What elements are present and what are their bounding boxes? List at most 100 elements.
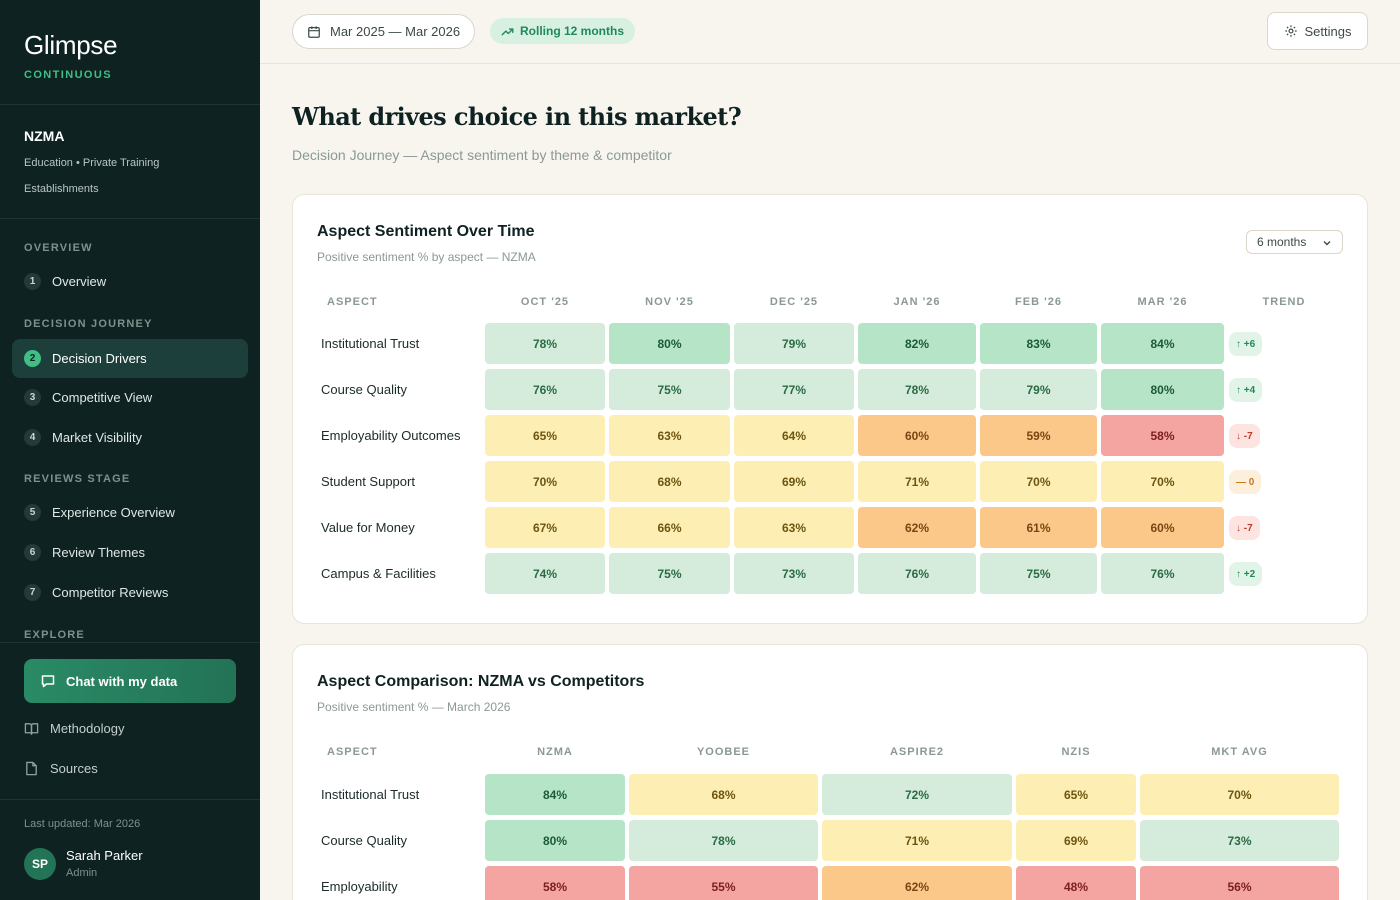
heatmap-cell[interactable]: 69% bbox=[1016, 820, 1136, 861]
heatmap-cell[interactable]: 68% bbox=[629, 774, 818, 815]
nav-section-overview: OVERVIEW bbox=[24, 242, 93, 254]
gear-icon bbox=[1284, 25, 1297, 37]
nav-item-decision-drivers[interactable]: 2 Decision Drivers bbox=[12, 339, 248, 378]
column-header: MAR '26 bbox=[1137, 296, 1188, 308]
period-select-value: 6 months bbox=[1257, 235, 1307, 249]
heatmap-cell[interactable]: 60% bbox=[858, 415, 976, 456]
trend-badge: ↓ -7 bbox=[1229, 424, 1260, 448]
column-header: ASPECT bbox=[327, 746, 378, 758]
chat-with-data-button[interactable]: Chat with my data bbox=[24, 659, 236, 703]
heatmap-cell[interactable]: 83% bbox=[980, 323, 1097, 364]
heatmap-cell[interactable]: 84% bbox=[1101, 323, 1224, 364]
period-select[interactable]: 6 months bbox=[1246, 230, 1343, 254]
chat-icon bbox=[41, 675, 55, 688]
heatmap-cell[interactable]: 73% bbox=[734, 553, 854, 594]
column-header: NZIS bbox=[1061, 746, 1091, 758]
card-subtitle: Positive sentiment % — March 2026 bbox=[317, 700, 511, 714]
nav-number: 7 bbox=[24, 584, 41, 601]
heatmap-cell[interactable]: 79% bbox=[734, 323, 854, 364]
date-range-label: Mar 2025 — Mar 2026 bbox=[330, 24, 461, 39]
aspect-label: Employability Outcomes bbox=[321, 428, 461, 443]
heatmap-cell[interactable]: 71% bbox=[822, 820, 1012, 861]
heatmap-cell[interactable]: 63% bbox=[609, 415, 730, 456]
trending-up-icon bbox=[501, 27, 514, 35]
heatmap-cell[interactable]: 58% bbox=[1101, 415, 1224, 456]
divider bbox=[0, 642, 260, 643]
page-subtitle: Decision Journey — Aspect sentiment by t… bbox=[292, 147, 672, 163]
heatmap-cell[interactable]: 58% bbox=[485, 866, 625, 900]
heatmap-cell[interactable]: 80% bbox=[609, 323, 730, 364]
nav-label: Overview bbox=[52, 274, 107, 289]
nav-item-competitive-view[interactable]: 3 Competitive View bbox=[12, 378, 248, 417]
heatmap-cell[interactable]: 56% bbox=[1140, 866, 1339, 900]
heatmap-cell[interactable]: 62% bbox=[858, 507, 976, 548]
heatmap-cell[interactable]: 75% bbox=[609, 553, 730, 594]
heatmap-cell[interactable]: 67% bbox=[485, 507, 605, 548]
heatmap-cell[interactable]: 65% bbox=[1016, 774, 1136, 815]
aspect-label: Employability bbox=[321, 879, 398, 894]
heatmap-cell[interactable]: 73% bbox=[1140, 820, 1339, 861]
heatmap-cell[interactable]: 78% bbox=[629, 820, 818, 861]
nav-number: 4 bbox=[24, 429, 41, 446]
nav-number: 2 bbox=[24, 350, 41, 367]
nav-item-review-themes[interactable]: 6 Review Themes bbox=[12, 533, 248, 572]
heatmap-cell[interactable]: 75% bbox=[609, 369, 730, 410]
heatmap-cell[interactable]: 84% bbox=[485, 774, 625, 815]
heatmap-cell[interactable]: 69% bbox=[734, 461, 854, 502]
nav-label: Review Themes bbox=[52, 545, 145, 560]
chevron-down-icon bbox=[1323, 241, 1331, 246]
brand-logo[interactable]: Glimpse bbox=[24, 30, 118, 60]
rolling-period-badge: Rolling 12 months bbox=[490, 18, 636, 44]
column-header: NZMA bbox=[537, 746, 573, 758]
heatmap-cell[interactable]: 75% bbox=[980, 553, 1097, 594]
aspect-label: Course Quality bbox=[321, 382, 407, 397]
heatmap-cell[interactable]: 48% bbox=[1016, 866, 1136, 900]
heatmap-cell[interactable]: 78% bbox=[485, 323, 605, 364]
heatmap-cell[interactable]: 70% bbox=[485, 461, 605, 502]
heatmap-cell[interactable]: 65% bbox=[485, 415, 605, 456]
nav-item-market-visibility[interactable]: 4 Market Visibility bbox=[12, 418, 248, 457]
column-header: MKT AVG bbox=[1211, 746, 1268, 758]
heatmap-cell[interactable]: 80% bbox=[1101, 369, 1224, 410]
heatmap-cell[interactable]: 76% bbox=[1101, 553, 1224, 594]
heatmap-cell[interactable]: 79% bbox=[980, 369, 1097, 410]
heatmap-cell[interactable]: 74% bbox=[485, 553, 605, 594]
heatmap-cell[interactable]: 71% bbox=[858, 461, 976, 502]
heatmap-cell[interactable]: 80% bbox=[485, 820, 625, 861]
heatmap-cell[interactable]: 60% bbox=[1101, 507, 1224, 548]
nav-item-experience-overview[interactable]: 5 Experience Overview bbox=[12, 493, 248, 532]
heatmap-cell[interactable]: 64% bbox=[734, 415, 854, 456]
heatmap-cell[interactable]: 70% bbox=[1140, 774, 1339, 815]
trend-badge: ↑ +6 bbox=[1229, 332, 1263, 356]
heatmap-cell[interactable]: 59% bbox=[980, 415, 1097, 456]
trend-badge: — 0 bbox=[1229, 470, 1262, 494]
heatmap-cell[interactable]: 82% bbox=[858, 323, 976, 364]
heatmap-cell[interactable]: 68% bbox=[609, 461, 730, 502]
nav-item-overview[interactable]: 1 Overview bbox=[12, 262, 248, 301]
sources-link[interactable]: Sources bbox=[24, 761, 98, 776]
page-title: What drives choice in this market? bbox=[292, 102, 742, 131]
heatmap-cell[interactable]: 78% bbox=[858, 369, 976, 410]
heatmap-cell[interactable]: 63% bbox=[734, 507, 854, 548]
date-range-picker[interactable]: Mar 2025 — Mar 2026 bbox=[292, 14, 476, 49]
heatmap-cell[interactable]: 66% bbox=[609, 507, 730, 548]
heatmap-cell[interactable]: 72% bbox=[822, 774, 1012, 815]
methodology-link[interactable]: Methodology bbox=[24, 721, 124, 736]
avatar[interactable]: SP bbox=[24, 848, 56, 880]
nav-item-competitor-reviews[interactable]: 7 Competitor Reviews bbox=[12, 573, 248, 612]
heatmap-cell[interactable]: 62% bbox=[822, 866, 1012, 900]
column-header: FEB '26 bbox=[1015, 296, 1062, 308]
nav-label: Decision Drivers bbox=[52, 351, 147, 366]
heatmap-cell[interactable]: 61% bbox=[980, 507, 1097, 548]
heatmap-cell[interactable]: 70% bbox=[980, 461, 1097, 502]
chat-button-label: Chat with my data bbox=[66, 673, 178, 689]
book-icon bbox=[24, 723, 39, 735]
heatmap-cell[interactable]: 76% bbox=[858, 553, 976, 594]
heatmap-cell[interactable]: 55% bbox=[629, 866, 818, 900]
heatmap-cell[interactable]: 76% bbox=[485, 369, 605, 410]
brand-subtitle: CONTINUOUS bbox=[24, 69, 112, 81]
settings-button[interactable]: Settings bbox=[1267, 12, 1368, 50]
nav-label: Market Visibility bbox=[52, 430, 143, 445]
heatmap-cell[interactable]: 77% bbox=[734, 369, 854, 410]
heatmap-cell[interactable]: 70% bbox=[1101, 461, 1224, 502]
